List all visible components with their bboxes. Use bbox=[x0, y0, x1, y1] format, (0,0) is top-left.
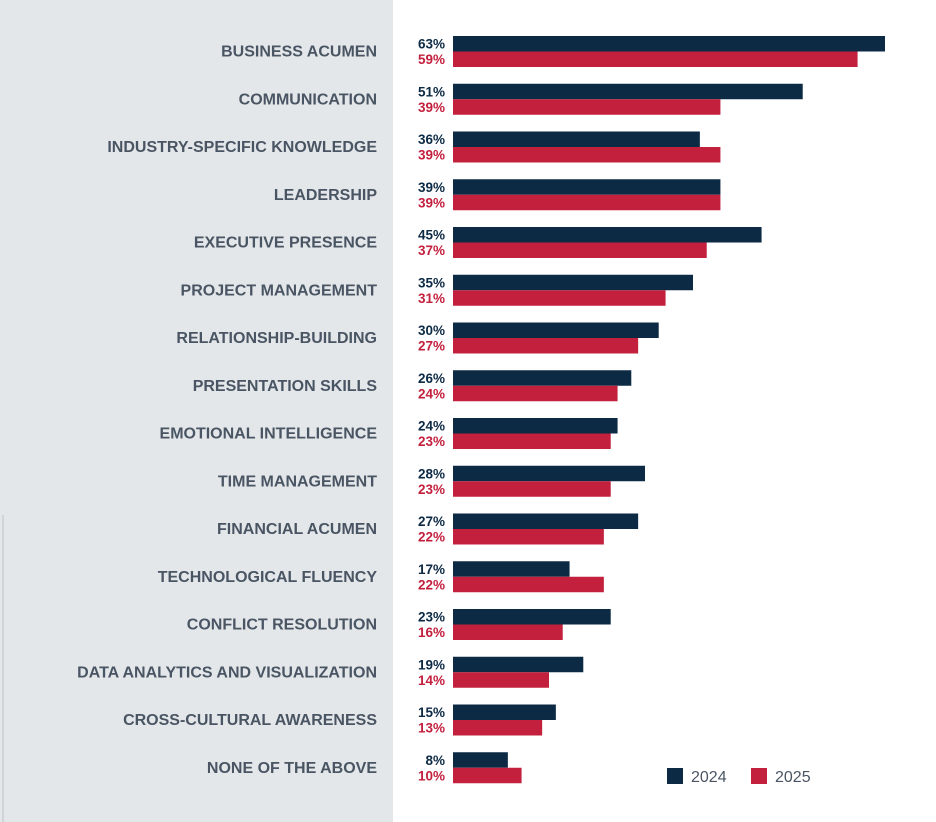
legend-label: 2025 bbox=[775, 769, 811, 786]
data-label-2024: 19% bbox=[418, 657, 445, 672]
category-label: CROSS-CULTURAL AWARENESS bbox=[123, 712, 377, 729]
category-label: NONE OF THE ABOVE bbox=[207, 760, 377, 777]
bar-2025 bbox=[453, 433, 611, 449]
bar-2025 bbox=[453, 529, 604, 545]
panel-edge-line bbox=[2, 515, 4, 822]
category-label: INDUSTRY-SPECIFIC KNOWLEDGE bbox=[107, 139, 377, 156]
category-label: PROJECT MANAGEMENT bbox=[181, 282, 378, 299]
category-label: FINANCIAL ACUMEN bbox=[217, 521, 377, 538]
data-label-2025: 27% bbox=[418, 339, 445, 354]
bar-2025 bbox=[453, 338, 639, 354]
bar-2025 bbox=[453, 242, 707, 258]
category-label: BUSINESS ACUMEN bbox=[221, 44, 377, 61]
bar-2025 bbox=[453, 624, 563, 640]
data-label-2024: 27% bbox=[418, 514, 445, 529]
bar-2025 bbox=[453, 767, 522, 784]
data-label-2025: 39% bbox=[418, 148, 445, 163]
category-label: LEADERSHIP bbox=[274, 187, 377, 204]
bar-2025 bbox=[453, 672, 549, 688]
bar-2024 bbox=[453, 370, 632, 386]
category-label: TECHNOLOGICAL FLUENCY bbox=[158, 569, 378, 586]
bar-2025 bbox=[453, 290, 666, 306]
data-label-2025: 22% bbox=[418, 577, 445, 592]
data-label-2024: 36% bbox=[418, 132, 445, 147]
bar-2024 bbox=[453, 83, 803, 100]
bar-2025 bbox=[453, 147, 721, 163]
data-label-2024: 8% bbox=[425, 753, 445, 768]
bar-2024 bbox=[453, 274, 693, 291]
category-label: DATA ANALYTICS AND VISUALIZATION bbox=[77, 664, 377, 681]
bar-2024 bbox=[453, 752, 508, 768]
bar-2025 bbox=[453, 481, 611, 497]
bar-2024 bbox=[453, 513, 639, 529]
bar-2025 bbox=[453, 99, 721, 115]
bar-2024 bbox=[453, 36, 885, 52]
data-label-2024: 15% bbox=[418, 705, 445, 720]
category-label: RELATIONSHIP-BUILDING bbox=[176, 330, 377, 347]
bar-2025 bbox=[453, 194, 721, 211]
data-label-2025: 16% bbox=[418, 625, 445, 640]
bar-2024 bbox=[453, 227, 762, 243]
bar-2024 bbox=[453, 609, 611, 625]
bar-2025 bbox=[453, 576, 604, 593]
data-label-2024: 26% bbox=[418, 371, 445, 386]
category-label: EXECUTIVE PRESENCE bbox=[194, 235, 377, 252]
data-label-2025: 14% bbox=[418, 673, 445, 688]
bar-2024 bbox=[453, 561, 570, 577]
category-label: COMMUNICATION bbox=[239, 91, 377, 108]
data-label-2024: 35% bbox=[418, 275, 445, 290]
data-label-2025: 22% bbox=[418, 530, 445, 545]
bar-2024 bbox=[453, 418, 618, 434]
data-label-2025: 13% bbox=[418, 721, 445, 736]
bar-2025 bbox=[453, 720, 543, 736]
data-label-2024: 17% bbox=[418, 562, 445, 577]
legend-swatch-2024 bbox=[667, 768, 683, 784]
bar-2024 bbox=[453, 322, 659, 338]
data-label-2024: 51% bbox=[418, 84, 445, 99]
bar-2025 bbox=[453, 51, 858, 67]
bar-2024 bbox=[453, 179, 721, 195]
data-label-2024: 30% bbox=[418, 323, 445, 338]
data-label-2024: 45% bbox=[418, 228, 445, 243]
data-label-2025: 31% bbox=[418, 291, 445, 306]
data-label-2025: 23% bbox=[418, 434, 445, 449]
bar-2024 bbox=[453, 131, 700, 147]
category-label: TIME MANAGEMENT bbox=[218, 473, 377, 490]
category-label-panel bbox=[0, 0, 393, 822]
bar-2025 bbox=[453, 385, 618, 402]
data-label-2024: 39% bbox=[418, 180, 445, 195]
bar-2024 bbox=[453, 704, 556, 720]
data-label-2024: 28% bbox=[418, 466, 445, 481]
data-label-2025: 59% bbox=[418, 52, 445, 67]
legend-swatch-2025 bbox=[751, 768, 767, 784]
data-label-2025: 24% bbox=[418, 386, 445, 401]
bar-2024 bbox=[453, 465, 645, 482]
bar-2024 bbox=[453, 656, 584, 673]
data-label-2025: 39% bbox=[418, 195, 445, 210]
data-label-2025: 39% bbox=[418, 100, 445, 115]
data-label-2024: 63% bbox=[418, 37, 445, 52]
category-label: EMOTIONAL INTELLIGENCE bbox=[160, 426, 378, 443]
category-label: PRESENTATION SKILLS bbox=[193, 378, 378, 395]
data-label-2025: 23% bbox=[418, 482, 445, 497]
legend-label: 2024 bbox=[691, 769, 727, 786]
data-label-2025: 37% bbox=[418, 243, 445, 258]
data-label-2025: 10% bbox=[418, 768, 445, 783]
data-label-2024: 23% bbox=[418, 610, 445, 625]
data-label-2024: 24% bbox=[418, 419, 445, 434]
category-label: CONFLICT RESOLUTION bbox=[187, 617, 377, 634]
